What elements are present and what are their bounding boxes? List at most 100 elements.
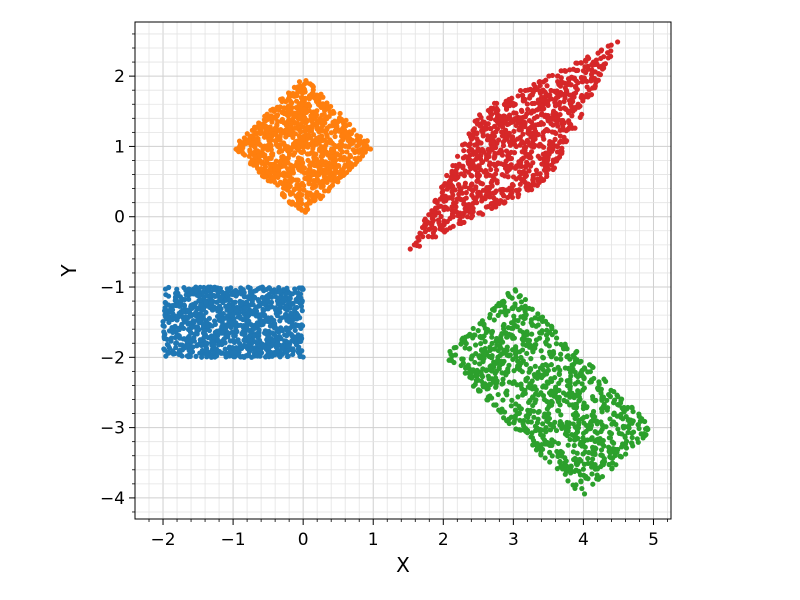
data-point bbox=[546, 411, 552, 417]
data-point bbox=[485, 373, 491, 379]
data-point bbox=[463, 208, 469, 214]
x-tick-label: 5 bbox=[648, 530, 659, 550]
data-point bbox=[611, 397, 618, 403]
data-point bbox=[214, 313, 221, 320]
data-point bbox=[477, 333, 484, 340]
series-3 bbox=[407, 39, 621, 252]
data-point bbox=[161, 329, 167, 335]
data-point bbox=[262, 143, 268, 149]
data-point bbox=[493, 204, 499, 210]
data-point bbox=[264, 127, 270, 133]
data-point bbox=[533, 323, 539, 329]
data-point bbox=[304, 80, 310, 86]
data-point bbox=[558, 341, 564, 348]
data-point bbox=[176, 327, 182, 333]
data-point bbox=[211, 334, 217, 340]
data-point bbox=[328, 164, 334, 170]
data-point bbox=[285, 170, 291, 177]
plot-frame bbox=[134, 21, 672, 520]
data-point bbox=[170, 329, 176, 335]
data-point bbox=[592, 398, 598, 404]
data-point bbox=[205, 335, 211, 341]
data-point bbox=[305, 144, 311, 150]
data-point bbox=[492, 171, 499, 177]
data-point bbox=[304, 190, 310, 196]
data-point bbox=[492, 150, 498, 157]
data-point bbox=[508, 155, 515, 162]
data-point bbox=[479, 195, 485, 201]
data-point bbox=[538, 447, 544, 453]
data-point bbox=[570, 482, 576, 488]
data-point bbox=[472, 142, 478, 148]
data-point bbox=[536, 408, 542, 415]
data-point bbox=[311, 180, 317, 186]
data-point bbox=[486, 162, 493, 168]
data-point bbox=[456, 191, 462, 197]
data-point bbox=[489, 328, 496, 335]
data-point bbox=[170, 311, 176, 317]
data-point bbox=[495, 312, 501, 318]
data-point bbox=[536, 79, 542, 85]
data-point bbox=[165, 293, 172, 299]
data-point bbox=[461, 196, 467, 203]
data-point bbox=[515, 93, 521, 99]
data-point bbox=[319, 112, 325, 118]
data-point bbox=[453, 344, 459, 351]
data-point bbox=[571, 354, 577, 360]
data-point bbox=[333, 176, 339, 182]
data-point bbox=[218, 311, 224, 317]
data-point bbox=[619, 396, 625, 402]
data-point bbox=[518, 383, 524, 389]
data-point bbox=[174, 286, 180, 292]
data-point bbox=[186, 296, 192, 302]
data-point bbox=[407, 246, 413, 252]
data-point bbox=[585, 54, 591, 60]
data-point bbox=[468, 208, 474, 214]
data-point bbox=[555, 73, 561, 79]
data-point bbox=[197, 337, 203, 343]
data-point bbox=[544, 336, 551, 342]
data-point bbox=[238, 142, 244, 148]
data-point bbox=[218, 295, 224, 301]
data-point bbox=[287, 183, 293, 189]
data-point bbox=[453, 204, 459, 210]
data-point bbox=[287, 295, 293, 301]
data-point bbox=[482, 126, 488, 132]
data-point bbox=[496, 114, 502, 120]
data-point bbox=[286, 178, 292, 184]
data-point bbox=[542, 89, 548, 95]
data-point bbox=[305, 174, 311, 181]
data-point bbox=[284, 112, 290, 118]
data-point bbox=[571, 442, 577, 449]
data-point bbox=[518, 127, 524, 133]
data-point bbox=[613, 462, 619, 468]
data-point bbox=[580, 435, 586, 441]
data-point bbox=[350, 147, 356, 153]
data-point bbox=[261, 134, 268, 140]
data-point bbox=[630, 408, 636, 415]
data-point bbox=[265, 306, 271, 312]
data-point bbox=[160, 319, 166, 325]
data-point bbox=[511, 138, 518, 144]
data-point bbox=[343, 117, 349, 123]
data-point bbox=[538, 143, 545, 149]
data-point bbox=[506, 185, 513, 191]
data-point bbox=[286, 343, 292, 349]
data-point bbox=[462, 345, 468, 351]
data-point bbox=[274, 112, 281, 118]
data-point bbox=[534, 132, 540, 138]
data-point bbox=[580, 466, 586, 472]
data-point bbox=[573, 431, 579, 437]
data-point bbox=[329, 182, 336, 188]
data-point bbox=[607, 450, 613, 456]
data-point bbox=[456, 163, 462, 169]
data-point bbox=[300, 136, 306, 142]
data-point bbox=[252, 339, 258, 345]
data-point bbox=[578, 439, 584, 445]
data-point bbox=[528, 317, 535, 323]
data-point bbox=[588, 71, 595, 78]
data-point bbox=[493, 402, 499, 408]
data-point bbox=[598, 419, 604, 425]
data-point bbox=[247, 133, 253, 140]
data-point bbox=[299, 90, 306, 96]
